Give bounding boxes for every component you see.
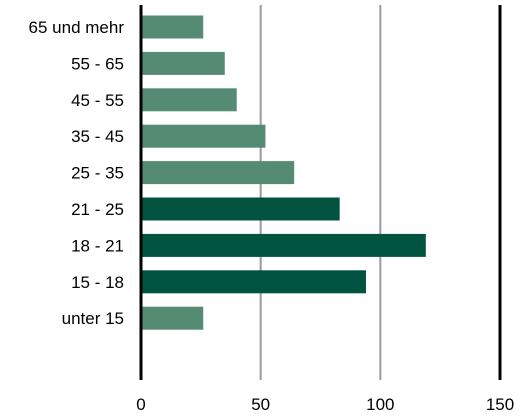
x-tick-label: 100 bbox=[366, 395, 394, 414]
y-tick-label: 18 - 21 bbox=[71, 236, 124, 255]
y-tick-label: 45 - 55 bbox=[71, 91, 124, 110]
y-tick-label: 55 - 65 bbox=[71, 54, 124, 73]
y-tick-label: 65 und mehr bbox=[29, 18, 125, 37]
bar-45-55 bbox=[141, 88, 237, 112]
x-tick-labels: 0 50 100 150 bbox=[136, 395, 514, 414]
bar-65undmehr bbox=[141, 15, 204, 39]
y-tick-label: 25 - 35 bbox=[71, 164, 124, 183]
gridlines bbox=[259, 5, 502, 380]
bar-55-65 bbox=[141, 51, 225, 75]
bars bbox=[139, 5, 426, 380]
y-tick-label: 15 - 18 bbox=[71, 273, 124, 292]
x-tick-label: 150 bbox=[486, 395, 514, 414]
bar-21-25 bbox=[141, 197, 340, 221]
bar-25-35 bbox=[141, 161, 295, 185]
bar-18-21 bbox=[141, 233, 426, 257]
bar-15-18 bbox=[141, 270, 366, 294]
x-tick-label: 50 bbox=[251, 395, 270, 414]
y-tick-labels: 65 und mehr 55 - 65 45 - 55 35 - 45 25 - 35 2… bbox=[29, 18, 125, 328]
bar-35-45 bbox=[141, 124, 266, 148]
y-tick-label: unter 15 bbox=[62, 309, 124, 328]
y-tick-label: 35 - 45 bbox=[71, 127, 124, 146]
y-tick-label: 21 - 25 bbox=[71, 200, 124, 219]
x-tick-label: 0 bbox=[136, 395, 145, 414]
bar-unter15 bbox=[141, 306, 204, 330]
